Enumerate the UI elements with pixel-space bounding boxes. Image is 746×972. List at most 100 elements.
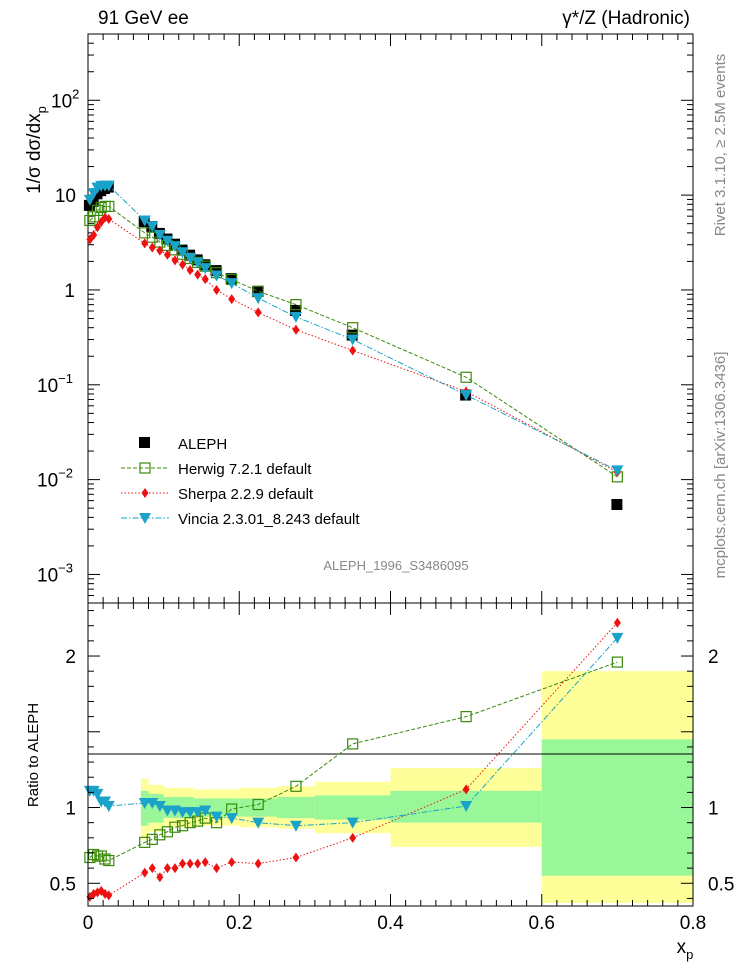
data-point	[611, 465, 624, 477]
ratio-point	[184, 807, 197, 819]
y-tick-label: 10−2	[37, 466, 73, 492]
ratio-point	[99, 853, 111, 865]
ratio-point	[191, 807, 204, 819]
data-point	[186, 265, 194, 276]
series-line	[89, 216, 618, 473]
legend-item-sherpa-2-2-9-default: Sherpa 2.2.9 default	[121, 486, 314, 503]
data-point	[88, 211, 100, 223]
ratio-point	[347, 738, 359, 750]
ratio-point	[169, 821, 181, 833]
data-point	[156, 245, 164, 256]
ratio-point	[148, 863, 156, 874]
data-point	[148, 242, 156, 253]
ratio-point	[199, 805, 212, 817]
ratio-point	[163, 863, 171, 874]
data-point	[346, 334, 359, 346]
y-tick-label: 10	[55, 186, 76, 207]
data-point	[90, 229, 98, 240]
data-point	[611, 498, 623, 510]
x-tick-label: 0.4	[377, 913, 404, 934]
data-point	[460, 390, 473, 402]
legend-marker	[139, 462, 151, 474]
band-inner	[541, 739, 693, 876]
band-inner	[277, 796, 315, 819]
ratio-y-tick-label: 2	[65, 647, 76, 668]
data-point	[228, 294, 236, 305]
ratio-point	[460, 801, 473, 813]
data-point	[153, 229, 166, 241]
ratio-point	[252, 817, 265, 829]
ratio-point	[611, 632, 624, 644]
legend-item-aleph: ALEPH	[139, 436, 227, 453]
data-point	[179, 259, 187, 270]
data-point	[252, 293, 265, 305]
ratio-line	[89, 622, 618, 898]
ratio-point	[91, 788, 104, 800]
header-right-label: γ*/Z (Hadronic)	[562, 8, 690, 29]
y-tick-label: 1	[64, 281, 75, 302]
rivet-label: Rivet 3.1.10, ≥ 2.5M events	[712, 54, 729, 237]
ratio-y-tick-label-right: 1	[708, 799, 719, 820]
data-point	[191, 257, 204, 269]
ratio-y-tick-label: 1	[65, 799, 76, 820]
ratio-bands	[140, 671, 693, 903]
ratio-y-tick-label-right: 2	[708, 647, 719, 668]
x-tick-label: 0.6	[529, 913, 555, 934]
ratio-y-tick-label: 0.5	[50, 874, 76, 895]
legend-label: Herwig 7.2.1 default	[178, 461, 312, 478]
data-point	[201, 274, 209, 285]
ratio-point	[462, 784, 470, 795]
ratio-point	[213, 863, 221, 874]
ratio-point	[186, 858, 194, 869]
mcplots-label: mcplots.cern.ch [arXiv:1306.3436]	[712, 352, 729, 579]
data-point	[91, 204, 104, 217]
legend-marker	[141, 488, 149, 498]
ratio-ticks: 0.5 0.5 1 1 2 2 0 0.2 0.4 0.6 0.8	[50, 603, 734, 934]
legend: ALEPH Herwig 7.2.1 default Sherpa 2.2.9 de…	[121, 436, 360, 528]
legend-item-vincia-2-3-01-8-243-default: Vincia 2.3.01_8.243 default	[121, 511, 360, 528]
data-point	[254, 307, 262, 318]
data-point	[168, 241, 181, 253]
band-inner	[239, 798, 278, 817]
ratio-point	[346, 817, 359, 829]
data-point	[349, 345, 357, 356]
ratio-series-sherpa-2-2-9-default	[86, 617, 621, 902]
data-point	[176, 247, 189, 259]
ratio-point	[179, 858, 187, 869]
data-point	[289, 311, 302, 323]
ratio-point	[176, 807, 189, 819]
ratio-point	[103, 854, 115, 867]
header-left-label: 91 GeV ee	[98, 8, 189, 29]
ratio-line	[89, 637, 618, 827]
ratio-point	[154, 829, 166, 841]
x-tick-label: 0.2	[226, 913, 252, 934]
ratio-series-vincia-2-3-01-8-243-default	[83, 632, 624, 832]
ratio-point	[289, 820, 302, 832]
ratio-point	[460, 711, 472, 723]
ratio-y-tick-label-right: 0.5	[708, 874, 734, 895]
ratio-series-herwig-7-2-1-default	[84, 656, 623, 867]
ratio-point	[156, 872, 164, 883]
data-point	[210, 270, 223, 282]
ratio-point	[201, 857, 209, 868]
ratio-point	[88, 848, 100, 861]
data-point	[194, 269, 202, 280]
data-point	[292, 324, 300, 335]
ratio-point	[254, 858, 262, 869]
data-point	[139, 227, 151, 239]
data-point	[138, 215, 151, 227]
legend-marker	[139, 437, 150, 448]
ratio-point	[102, 801, 115, 813]
ratio-point	[194, 858, 202, 869]
data-point	[460, 371, 472, 383]
ratio-point	[613, 617, 621, 628]
ratio-point	[171, 863, 179, 874]
data-point	[146, 221, 159, 233]
series-line	[89, 185, 618, 471]
data-point	[87, 195, 99, 207]
ratio-point	[105, 890, 113, 901]
series-sherpa-2-2-9-default	[86, 212, 621, 478]
data-point	[95, 201, 107, 214]
legend-label: Sherpa 2.2.9 default	[178, 486, 314, 503]
